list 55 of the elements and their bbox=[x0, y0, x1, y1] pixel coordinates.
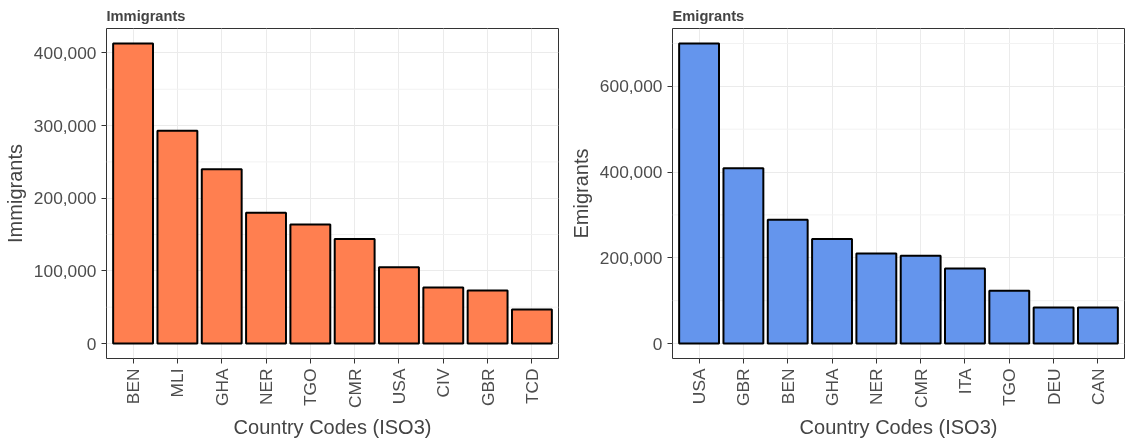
bar bbox=[422, 286, 465, 345]
x-tick-label: ITA bbox=[954, 368, 975, 395]
bar bbox=[289, 223, 332, 345]
bar bbox=[378, 266, 420, 345]
x-tick-label: GHA bbox=[211, 368, 232, 407]
y-tick-label: 0 bbox=[86, 333, 97, 354]
bar bbox=[112, 42, 155, 345]
x-tick-label: USA bbox=[689, 368, 710, 405]
x-tick-label: BEN bbox=[123, 368, 144, 405]
bar bbox=[156, 129, 199, 345]
y-tick-label: 400,000 bbox=[33, 42, 97, 63]
x-tick-label: GHA bbox=[822, 368, 843, 407]
bar bbox=[245, 211, 287, 345]
x-tick-label: DEU bbox=[1043, 368, 1064, 406]
y-tick-label: 600,000 bbox=[599, 76, 663, 97]
x-tick-label: BEN bbox=[777, 368, 798, 405]
y-tick-label: 300,000 bbox=[33, 115, 97, 136]
x-axis-title: Country Codes (ISO3) bbox=[233, 415, 432, 438]
x-tick-label: TGO bbox=[300, 368, 321, 407]
y-axis-title: Immigrants bbox=[3, 144, 26, 243]
x-tick-label: NER bbox=[256, 368, 277, 406]
y-tick-label: 0 bbox=[652, 333, 663, 354]
x-tick-label: CMR bbox=[344, 368, 365, 408]
bar bbox=[1076, 306, 1119, 345]
bar bbox=[678, 42, 721, 345]
x-tick-label: GBR bbox=[733, 368, 754, 407]
x-tick-label: GBR bbox=[477, 368, 498, 407]
bar bbox=[899, 254, 942, 345]
bar bbox=[333, 237, 376, 345]
x-tick-label: TCD bbox=[521, 368, 542, 405]
x-tick-label: NER bbox=[866, 368, 887, 406]
bar bbox=[988, 289, 1031, 345]
y-tick-label: 200,000 bbox=[599, 247, 663, 268]
y-tick-label: 200,000 bbox=[33, 188, 97, 209]
bar bbox=[855, 252, 898, 345]
y-tick-label: 100,000 bbox=[33, 260, 97, 281]
bar bbox=[811, 237, 853, 345]
y-tick-label: 400,000 bbox=[599, 162, 663, 183]
bar bbox=[200, 168, 243, 345]
x-tick-label: CMR bbox=[910, 368, 931, 408]
chart-title: Emigrants bbox=[672, 7, 745, 24]
bar bbox=[766, 218, 809, 345]
bar bbox=[510, 308, 553, 345]
chart-title: Immigrants bbox=[106, 7, 186, 24]
bar bbox=[1032, 306, 1075, 345]
bar bbox=[722, 167, 765, 345]
x-tick-label: TGO bbox=[999, 368, 1020, 407]
bar bbox=[944, 267, 986, 345]
x-tick-label: CAN bbox=[1087, 368, 1108, 406]
x-axis-title: Country Codes (ISO3) bbox=[799, 415, 998, 438]
x-tick-label: CIV bbox=[433, 368, 454, 398]
x-tick-label: MLI bbox=[167, 368, 188, 398]
x-tick-label: USA bbox=[388, 368, 409, 405]
bar bbox=[466, 289, 509, 345]
y-axis-title: Emigrants bbox=[569, 148, 592, 239]
